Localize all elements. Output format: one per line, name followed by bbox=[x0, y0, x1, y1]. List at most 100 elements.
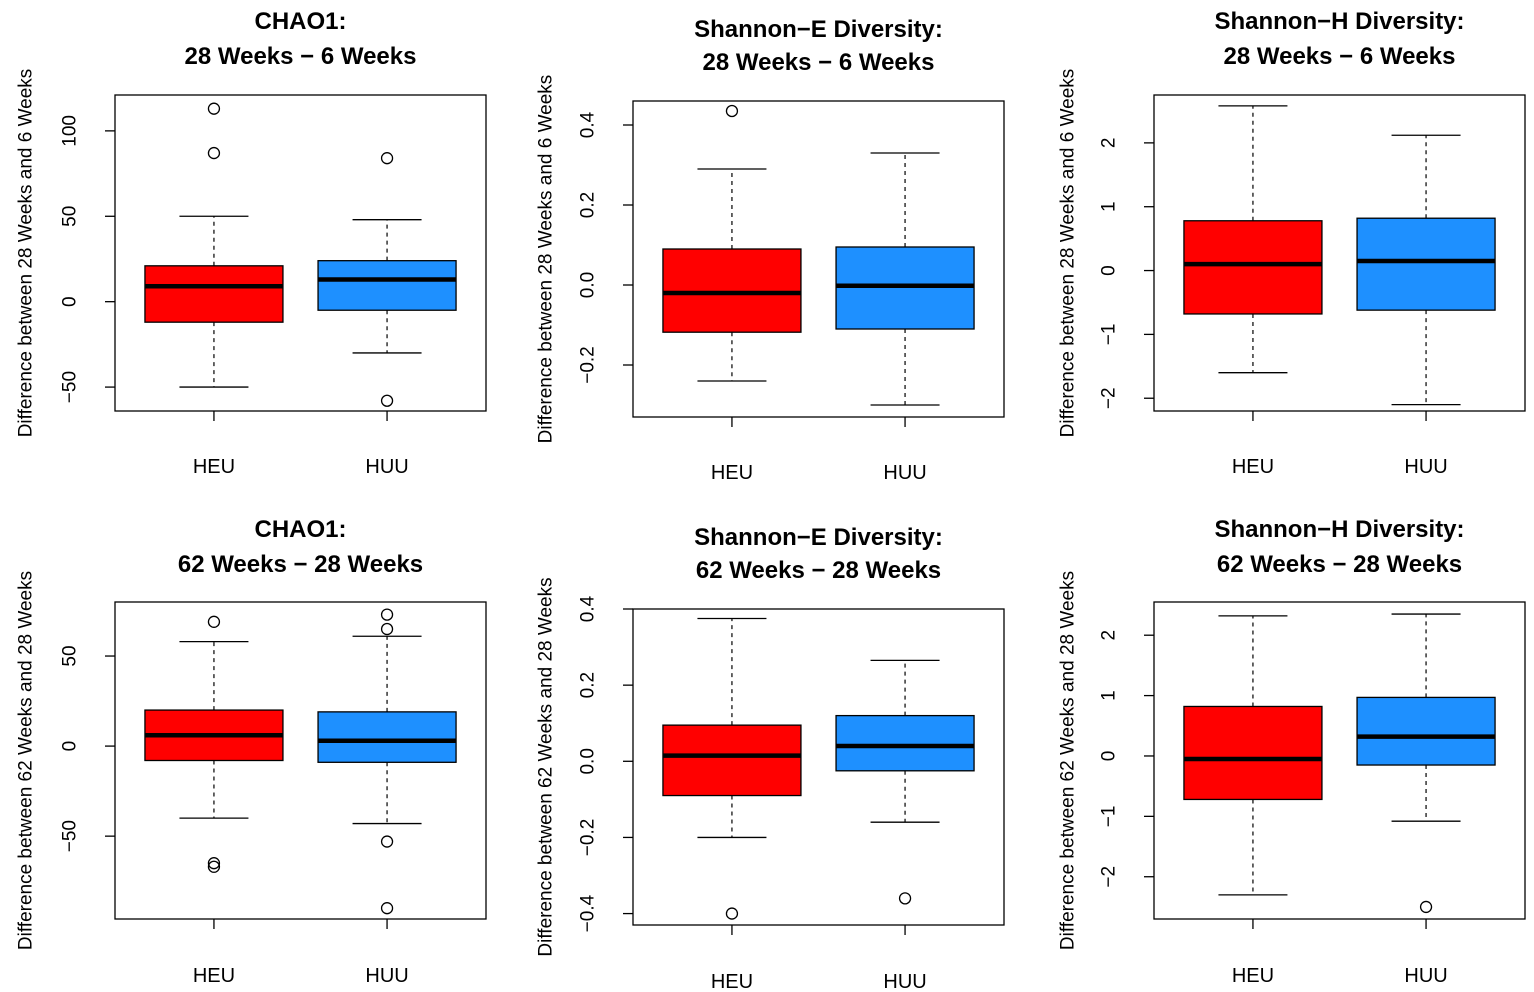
x-tick-label: HUU bbox=[883, 971, 926, 992]
x-tick-label: HUU bbox=[1404, 965, 1447, 987]
chart-title: Shannon−H Diversity: bbox=[1214, 8, 1464, 35]
y-tick-label: −50 bbox=[60, 820, 81, 852]
outlier-point bbox=[380, 622, 394, 636]
iqr-box bbox=[1183, 220, 1323, 315]
chart-title: 62 Weeks − 28 Weeks bbox=[696, 557, 941, 584]
y-tick-label: 0 bbox=[1099, 265, 1120, 276]
box-huu bbox=[1356, 134, 1496, 406]
outlier-point bbox=[898, 892, 912, 905]
outlier-point bbox=[207, 860, 221, 873]
chart-title: CHAO1: bbox=[254, 516, 346, 543]
x-tick-label: HEU bbox=[711, 971, 753, 992]
y-tick-label: 2 bbox=[1099, 630, 1120, 641]
plot-frame bbox=[632, 608, 1005, 926]
outlier-point bbox=[207, 857, 221, 870]
iqr-box bbox=[1356, 217, 1496, 311]
y-tick-label: 0.0 bbox=[578, 272, 599, 298]
y-tick-label: 2 bbox=[1099, 138, 1120, 149]
x-tick-label: HEU bbox=[711, 462, 753, 484]
y-axis-label: Difference between 28 Weeks and 6 Weeks bbox=[536, 75, 557, 444]
chart-title: 28 Weeks − 6 Weeks bbox=[185, 43, 417, 70]
outlier-point bbox=[725, 907, 739, 920]
iqr-box bbox=[662, 248, 802, 333]
y-tick-label: 0.4 bbox=[578, 595, 599, 622]
y-tick-label: 50 bbox=[60, 206, 81, 227]
y-tick-label: 0.2 bbox=[578, 192, 599, 218]
box-huu bbox=[835, 659, 975, 905]
box-huu bbox=[835, 152, 975, 406]
y-tick-label: −2 bbox=[1099, 387, 1120, 409]
chart-title: Shannon−E Diversity: bbox=[694, 524, 943, 551]
y-tick-label: 0.4 bbox=[578, 111, 599, 138]
outlier-point bbox=[380, 902, 394, 915]
chart-title: 28 Weeks − 6 Weeks bbox=[1224, 43, 1456, 70]
chart-title: 62 Weeks − 28 Weeks bbox=[1217, 551, 1462, 578]
y-tick-label: −1 bbox=[1099, 324, 1120, 346]
box-huu bbox=[1356, 613, 1496, 914]
chart-panel: CHAO1: 62 Weeks − 28 Weeks Difference betw… bbox=[16, 516, 487, 987]
outlier-point bbox=[380, 608, 394, 621]
y-axis-label: Difference between 62 Weeks and 28 Weeks bbox=[16, 571, 37, 950]
x-tick-label: HUU bbox=[883, 462, 926, 484]
box-heu bbox=[662, 104, 802, 382]
outlier-point bbox=[1419, 900, 1433, 914]
box-heu bbox=[1183, 615, 1323, 896]
y-tick-label: 0.2 bbox=[578, 672, 599, 698]
box-heu bbox=[144, 615, 284, 873]
y-tick-label: 100 bbox=[60, 115, 81, 147]
plot-frame bbox=[114, 94, 487, 412]
chart-title: Shannon−H Diversity: bbox=[1214, 516, 1464, 543]
box-huu bbox=[317, 152, 457, 407]
y-tick-label: −0.4 bbox=[578, 894, 599, 932]
x-tick-label: HEU bbox=[193, 965, 235, 987]
plot-frame bbox=[632, 100, 1005, 418]
y-axis-label: Difference between 28 Weeks and 6 Weeks bbox=[16, 69, 37, 438]
plot-frame bbox=[1153, 94, 1526, 412]
y-axis-label: Difference between 28 Weeks and 6 Weeks bbox=[1058, 69, 1079, 438]
y-tick-label: −2 bbox=[1099, 866, 1120, 888]
plot-frame bbox=[114, 601, 487, 920]
iqr-box bbox=[317, 260, 457, 311]
outlier-point bbox=[725, 104, 739, 118]
y-tick-label: 0 bbox=[60, 296, 81, 307]
y-tick-label: 0.0 bbox=[578, 748, 599, 774]
iqr-box bbox=[1356, 696, 1496, 766]
outlier-point bbox=[380, 152, 394, 165]
x-tick-label: HUU bbox=[365, 965, 408, 987]
iqr-box bbox=[1183, 705, 1323, 801]
y-tick-label: 50 bbox=[60, 645, 81, 666]
box-huu bbox=[317, 608, 457, 915]
iqr-box bbox=[835, 714, 975, 772]
chart-title: 28 Weeks − 6 Weeks bbox=[703, 49, 935, 76]
x-tick-label: HEU bbox=[193, 456, 235, 478]
y-tick-label: 1 bbox=[1099, 201, 1120, 212]
box-heu bbox=[144, 102, 284, 388]
y-tick-label: 0 bbox=[60, 741, 81, 752]
chart-title: 62 Weeks − 28 Weeks bbox=[178, 551, 423, 578]
chart-panel: Shannon−E Diversity: 62 Weeks − 28 Weeks D… bbox=[536, 524, 1005, 992]
y-tick-label: 1 bbox=[1099, 690, 1120, 701]
x-tick-label: HEU bbox=[1232, 965, 1274, 987]
iqr-box bbox=[317, 711, 457, 763]
chart-title: CHAO1: bbox=[254, 8, 346, 35]
y-tick-label: −1 bbox=[1099, 806, 1120, 828]
x-tick-label: HUU bbox=[1404, 456, 1447, 478]
y-tick-label: −0.2 bbox=[578, 346, 599, 384]
iqr-box bbox=[144, 265, 284, 323]
x-tick-label: HUU bbox=[365, 456, 408, 478]
y-tick-label: −50 bbox=[60, 371, 81, 403]
outlier-point bbox=[380, 394, 394, 407]
y-tick-label: −0.2 bbox=[578, 819, 599, 857]
outlier-point bbox=[380, 835, 394, 848]
chart-panel: CHAO1: 28 Weeks − 6 Weeks Difference betwe… bbox=[16, 8, 487, 478]
box-heu bbox=[662, 617, 802, 920]
outlier-point bbox=[207, 615, 221, 628]
y-axis-label: Difference between 62 Weeks and 28 Weeks bbox=[536, 577, 557, 956]
plot-frame bbox=[1153, 601, 1526, 920]
box-heu bbox=[1183, 105, 1323, 374]
iqr-box bbox=[662, 724, 802, 797]
x-tick-label: HEU bbox=[1232, 456, 1274, 478]
y-tick-label: 0 bbox=[1099, 751, 1120, 762]
chart-panel: Shannon−H Diversity: 62 Weeks − 28 Weeks D… bbox=[1058, 516, 1526, 987]
